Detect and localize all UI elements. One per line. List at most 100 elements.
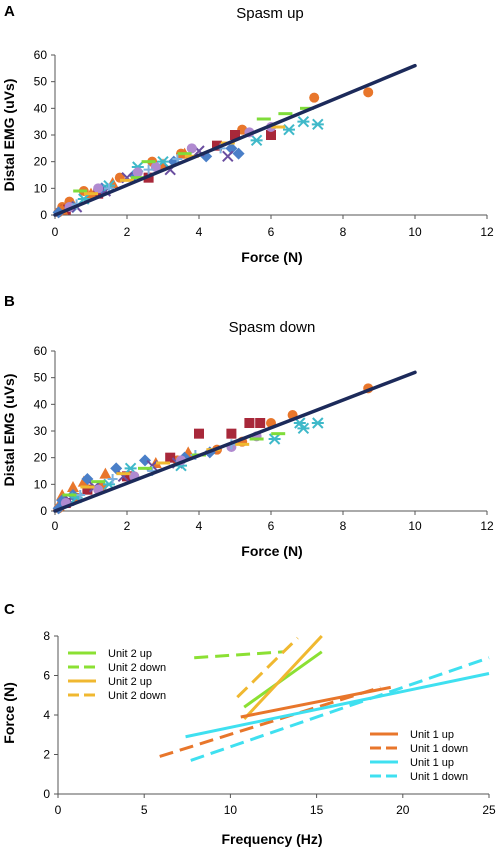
- panel-b-fit-line: [53, 370, 417, 513]
- panel-a-point: [212, 140, 222, 151]
- panel-c-x-tick-label: 5: [141, 803, 148, 817]
- panel-c-series-line: [159, 685, 381, 758]
- panel-b-x-tick-label: 10: [408, 519, 422, 533]
- panel-a-point: [132, 167, 143, 178]
- panel-b-x-tick-label: 6: [268, 519, 275, 533]
- panel-a-point: [283, 123, 295, 136]
- panel-a-y-tick-label: 60: [34, 48, 48, 62]
- panel-a-x-tick-label: 10: [408, 225, 422, 239]
- panel-b-point: [122, 471, 132, 482]
- panel-b-point: [255, 418, 266, 428]
- panel-a-point: [297, 115, 310, 128]
- panel-a-point: [309, 92, 320, 103]
- panel-b-point: [194, 428, 204, 439]
- legend-label: Unit 1 down: [410, 743, 468, 755]
- panel-b-y-tick-label: 50: [34, 371, 48, 385]
- panel-a-x-tick-label: 6: [268, 225, 275, 239]
- panel-a-x-tick-label: 8: [340, 225, 347, 239]
- panel-b-y-tick-label: 60: [34, 344, 48, 358]
- panel-c-series-line: [194, 650, 284, 660]
- panel-a-point: [143, 164, 154, 175]
- panel-b-point: [268, 433, 281, 445]
- panel-b-y-tick-label: 30: [34, 424, 48, 438]
- panel-c-y-tick-label: 0: [43, 787, 50, 801]
- panel-a-y-tick-label: 40: [34, 101, 48, 115]
- panel-b-point: [107, 474, 118, 484]
- panel-b-point: [244, 418, 255, 428]
- panel-a-point: [222, 150, 234, 163]
- legend-label: Unit 2 down: [108, 690, 166, 702]
- panel-b-letter: B: [4, 293, 15, 310]
- panel-a-y-tick-label: 20: [34, 155, 48, 169]
- panel-a-point: [93, 188, 104, 199]
- panel-b-y-tick-label: 20: [34, 451, 48, 465]
- panel-c-x-tick-label: 15: [310, 803, 324, 817]
- panel-b-x-tick-label: 4: [196, 519, 203, 533]
- panel-a-point: [266, 130, 276, 140]
- panel-a-y-tick-label: 30: [34, 128, 48, 142]
- panel-b-point: [165, 452, 176, 463]
- panel-b-point: [75, 490, 86, 500]
- panel-b-title: Spasm down: [229, 319, 316, 336]
- panel-b-xlabel: Force (N): [241, 543, 302, 559]
- panel-a-letter: A: [4, 3, 15, 20]
- panel-b-x-tick-label: 0: [52, 519, 59, 533]
- panel-b-point: [139, 454, 151, 467]
- panel-a-x-tick-label: 0: [52, 225, 59, 239]
- panel-c-x-tick-label: 20: [396, 803, 410, 817]
- panel-a-xlabel: Force (N): [241, 249, 302, 265]
- panel-c-x-tick-label: 25: [482, 803, 496, 817]
- panel-a-ylabel: Distal EMG (uVs): [1, 79, 17, 192]
- panel-c-ylabel: Force (N): [1, 682, 17, 743]
- legend-label: Unit 2 up: [108, 676, 152, 688]
- panel-b-point: [99, 467, 112, 479]
- panel-a-point: [232, 147, 245, 160]
- panel-a-x-tick-label: 2: [124, 225, 131, 239]
- panel-c-legend-left: Unit 2 up Unit 2 down Unit 2 up Unit 2 down: [68, 648, 166, 702]
- panel-b: B Spasm down Distal EMG (uVs) Force (N) …: [1, 293, 494, 559]
- panel-b-x-tick-label: 12: [480, 519, 494, 533]
- panel-a-fit-line: [53, 63, 417, 217]
- panel-c-series-line: [190, 656, 490, 762]
- panel-b-x-tick-label: 8: [340, 519, 347, 533]
- legend-label: Unit 1 up: [410, 729, 454, 741]
- panel-c-series-line: [243, 634, 323, 720]
- panel-c-y-tick-label: 4: [43, 708, 50, 722]
- panel-c-legend-right: Unit 1 up Unit 1 down Unit 1 up Unit 1 down: [370, 729, 468, 783]
- panel-a-point: [311, 118, 324, 131]
- panel-b-point: [82, 484, 93, 495]
- panel-c-xlabel: Frequency (Hz): [221, 831, 322, 847]
- legend-label: Unit 1 up: [410, 757, 454, 769]
- panel-a-x-tick-label: 12: [480, 225, 494, 239]
- panel-c-series-line: [185, 672, 490, 739]
- panel-c-plot: 0 5 10 15 20 25 0 2 4 6 8: [43, 629, 496, 817]
- panel-b-point: [67, 481, 79, 492]
- panel-a-point: [186, 143, 197, 154]
- panel-b-point: [226, 428, 237, 439]
- panel-a-point: [250, 134, 263, 147]
- panel-b-ylabel: Distal EMG (uVs): [1, 374, 17, 487]
- panel-b-plot: 0 2 4 6 8 10 12 0 10 20 30 40 50 60: [34, 344, 494, 533]
- panel-c-series-line: [236, 636, 299, 699]
- panel-b-y-tick-label: 40: [34, 397, 48, 411]
- panel-c-letter: C: [4, 601, 15, 618]
- panel-a-point: [93, 183, 104, 194]
- panel-a-point: [363, 87, 374, 98]
- panel-a-y-tick-label: 50: [34, 75, 48, 89]
- panel-a-plot: 0 2 4 6 8 10 12 0 10 20 30 40 50 60: [34, 48, 494, 239]
- legend-label: Unit 2 down: [108, 662, 166, 674]
- panel-b-y-tick-label: 0: [40, 504, 47, 518]
- panel-a-point: [230, 130, 240, 140]
- panel-c: C Force (N) Frequency (Hz) 0 5 10 15 20 25 0 2 4…: [1, 601, 496, 847]
- legend-label: Unit 2 up: [108, 648, 152, 660]
- panel-b-y-tick-label: 10: [34, 477, 48, 491]
- panel-a: A Spasm up Distal EMG (uVs) Force (N) 0 2…: [1, 3, 494, 265]
- legend-label: Unit 1 down: [410, 771, 468, 783]
- panel-a-point: [225, 142, 238, 155]
- panel-a-y-tick-label: 0: [40, 208, 47, 222]
- panel-a-y-tick-label: 10: [34, 181, 48, 195]
- panel-b-point: [311, 417, 324, 429]
- panel-c-y-tick-label: 6: [43, 669, 50, 683]
- panel-c-y-tick-label: 8: [43, 629, 50, 643]
